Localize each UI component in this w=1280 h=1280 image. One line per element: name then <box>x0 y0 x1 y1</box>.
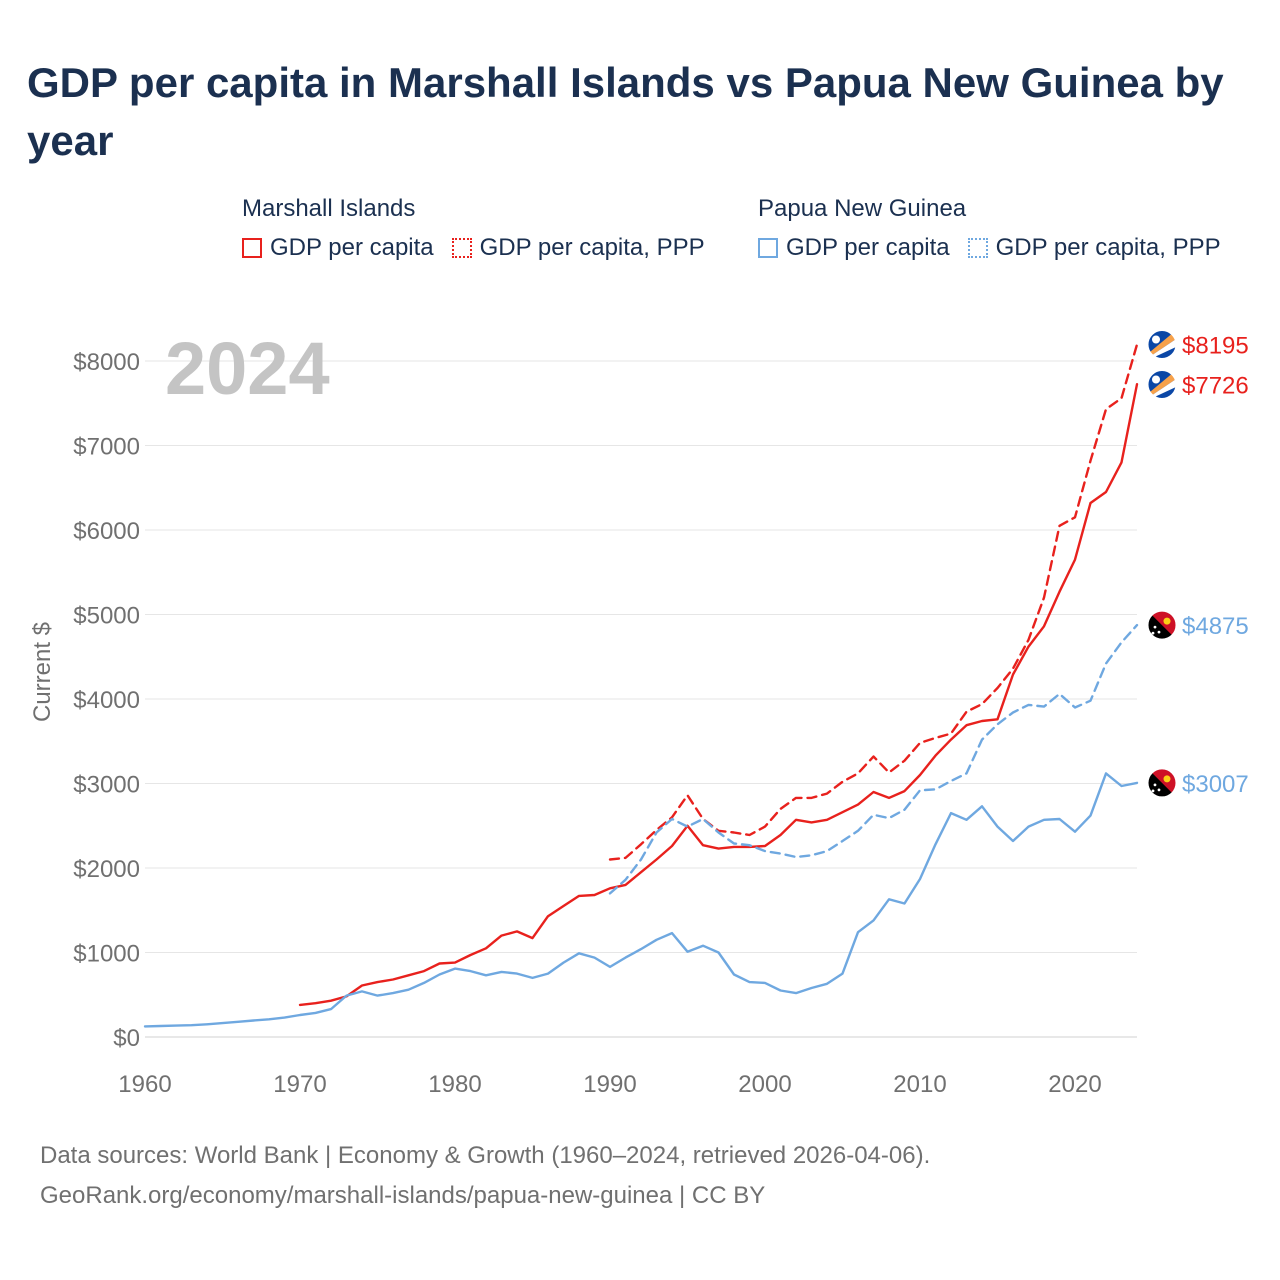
footer: Data sources: World Bank | Economy & Gro… <box>40 1136 930 1216</box>
series-line-marshall-islands-gdp-per-capita-ppp <box>608 343 1139 861</box>
year-watermark: 2024 <box>165 327 330 410</box>
y-tick-label: $1000 <box>73 941 140 968</box>
end-value-label: $4875 <box>1182 613 1249 640</box>
papua-new-guinea-flag-icon <box>1147 768 1177 798</box>
y-tick-label: $2000 <box>73 856 140 883</box>
legend-entry-label: GDP per capita <box>270 234 434 261</box>
end-label-layer: $8195 $7726 $4875 $3007 <box>1147 330 1249 798</box>
x-tick-label: 1960 <box>118 1071 171 1098</box>
x-tick-label: 1990 <box>583 1071 636 1098</box>
legend-swatch-solid-red <box>242 238 262 258</box>
x-tick-label: 1980 <box>428 1071 481 1098</box>
y-axis-title: Current $ <box>29 622 56 722</box>
chart-title: GDP per capita in Marshall Islands vs Pa… <box>27 59 1224 164</box>
series-line-papua-new-guinea-gdp-per-capita <box>143 772 1139 1028</box>
x-tick-label: 2000 <box>738 1071 791 1098</box>
legend-entry-png-gdp[interactable]: GDP per capita <box>758 234 950 262</box>
legend-group-papua-new-guinea: Papua New Guinea GDP per capita GDP per … <box>758 194 1221 262</box>
legend-group-marshall-islands: Marshall Islands GDP per capita GDP per … <box>242 194 705 262</box>
source-url-text[interactable]: GeoRank.org/economy/marshall-islands/pap… <box>40 1182 766 1209</box>
y-tick-label: $6000 <box>73 518 140 545</box>
legend-entry-label: GDP per capita, PPP <box>479 234 705 261</box>
series-line-marshall-islands-gdp-per-capita <box>298 383 1139 1007</box>
y-tick-label: $3000 <box>73 772 140 799</box>
marshall-islands-flag-icon <box>1147 370 1177 399</box>
x-tick-label: 2020 <box>1048 1071 1101 1098</box>
series-line-papua-new-guinea-gdp-per-capita-ppp <box>608 623 1139 895</box>
data-sources-text: Data sources: World Bank | Economy & Gro… <box>40 1142 931 1169</box>
end-value-label: $3007 <box>1182 771 1249 798</box>
legend-group-name: Marshall Islands <box>242 195 416 222</box>
legend-entry-label: GDP per capita <box>786 234 950 261</box>
legend-swatch-dotted-blue <box>967 238 988 258</box>
legend-entry-png-gdp-ppp[interactable]: GDP per capita, PPP <box>967 234 1221 262</box>
y-tick-label: $5000 <box>73 603 140 630</box>
x-tick-label: 1970 <box>273 1071 326 1098</box>
end-value-label: $7726 <box>1182 373 1249 400</box>
legend-group-name: Papua New Guinea <box>758 195 967 222</box>
y-tick-label: $8000 <box>73 349 140 376</box>
legend-entry-label: GDP per capita, PPP <box>995 234 1221 261</box>
legend-entry-marshall-gdp-ppp[interactable]: GDP per capita, PPP <box>451 234 705 262</box>
grid-layer <box>145 360 1137 1038</box>
series-layer <box>143 343 1139 1028</box>
y-tick-label: $0 <box>113 1025 140 1052</box>
end-value-label: $8195 <box>1182 333 1249 360</box>
legend-swatch-dotted-red <box>451 238 472 258</box>
y-tick-label: $4000 <box>73 687 140 714</box>
papua-new-guinea-flag-icon <box>1147 610 1177 640</box>
y-tick-label: $7000 <box>73 434 140 461</box>
axis-layer: $0 $1000 $2000 $3000 $4000 $5000 $6000 $7000 $80… <box>73 349 1101 1098</box>
legend-entry-marshall-gdp[interactable]: GDP per capita <box>242 234 434 262</box>
x-tick-label: 2010 <box>893 1071 946 1098</box>
legend-swatch-solid-blue <box>758 238 778 258</box>
marshall-islands-flag-icon <box>1147 330 1177 359</box>
